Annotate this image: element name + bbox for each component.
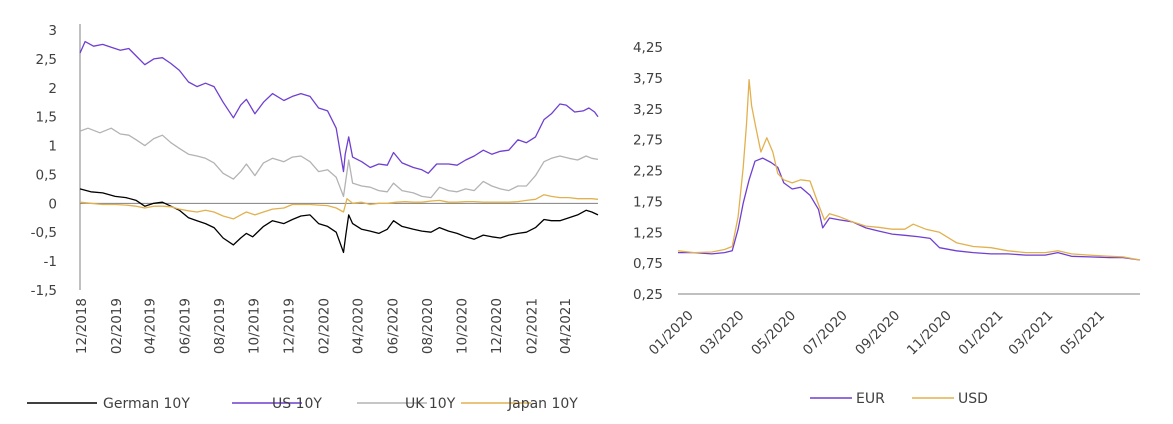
series-line-german-10y <box>79 188 599 254</box>
x-tick-label: 08/2019 <box>212 298 228 354</box>
y-tick-label: 4,25 <box>633 40 663 56</box>
series-line-uk-10y <box>79 127 599 199</box>
x-tick-label: 10/2020 <box>455 298 471 354</box>
x-tick-label: 07/2020 <box>800 308 851 359</box>
x-tick-label: 02/2019 <box>109 298 125 354</box>
x-tick-label: 11/2020 <box>904 308 955 359</box>
legend-label: US 10Y <box>272 396 322 412</box>
legend-label: UK 10Y <box>405 396 456 412</box>
x-tick-label: 08/2020 <box>420 298 436 354</box>
y-tick-label: 1,5 <box>36 110 57 126</box>
x-tick-label: 03/2021 <box>1005 308 1056 359</box>
x-tick-label: 02/2020 <box>317 298 333 354</box>
yields-chart: 3 2,5 2 1,5 1 0,5 0 -0,5 -1 -1,5 12/2018 02/2019 04/… <box>27 23 599 412</box>
y-tick-label: 0,75 <box>633 256 663 272</box>
series-line-japan-10y <box>79 194 599 220</box>
series-line-us-10y <box>79 40 599 174</box>
legend-label: German 10Y <box>103 396 190 412</box>
x-tick-label: 12/2018 <box>74 298 90 354</box>
x-tick-label: 03/2020 <box>697 308 748 359</box>
y-tick-label: 3,25 <box>633 102 663 118</box>
x-tick-label: 05/2021 <box>1057 308 1108 359</box>
x-tick-label: 02/2021 <box>524 298 540 354</box>
spreads-chart: 4,25 3,75 3,25 2,75 2,25 1,75 1,25 0,75 0,25 01/2… <box>633 40 1141 407</box>
x-tick-label: 06/2019 <box>177 298 193 354</box>
x-tick-label: 01/2021 <box>956 308 1007 359</box>
x-tick-label: 05/2020 <box>748 308 799 359</box>
y-tick-label: 1,25 <box>633 225 663 241</box>
y-tick-label: 0 <box>48 196 57 212</box>
x-tick-label: 10/2019 <box>247 298 263 354</box>
legend-label: Japan 10Y <box>507 396 578 412</box>
series-line-eur <box>678 157 1141 261</box>
legend-label: EUR <box>856 391 885 407</box>
y-tick-label: 2 <box>48 81 57 97</box>
y-tick-label: 2,5 <box>36 52 57 68</box>
y-tick-label: 1 <box>48 139 57 155</box>
x-tick-label: 12/2020 <box>489 298 505 354</box>
x-tick-label: 09/2020 <box>852 308 903 359</box>
x-tick-label: 01/2020 <box>646 308 697 359</box>
x-tick-label: 04/2019 <box>143 298 159 354</box>
y-tick-label: -1,5 <box>31 283 57 299</box>
y-tick-label: 2,75 <box>633 133 663 149</box>
y-tick-label: 2,25 <box>633 164 663 180</box>
x-tick-label: 12/2019 <box>281 298 297 354</box>
y-tick-label: -1 <box>44 254 57 270</box>
x-tick-label: 04/2021 <box>558 298 574 354</box>
series-line-usd <box>677 79 1141 261</box>
y-tick-label: 0,25 <box>633 287 663 303</box>
y-tick-label: -0,5 <box>31 225 57 241</box>
x-tick-label: 06/2020 <box>385 298 401 354</box>
y-tick-label: 1,75 <box>633 194 663 210</box>
y-tick-label: 3 <box>48 23 57 39</box>
x-tick-label: 04/2020 <box>351 298 367 354</box>
y-tick-label: 0,5 <box>36 167 57 183</box>
legend-label: USD <box>958 391 988 407</box>
y-tick-label: 3,75 <box>633 71 663 87</box>
